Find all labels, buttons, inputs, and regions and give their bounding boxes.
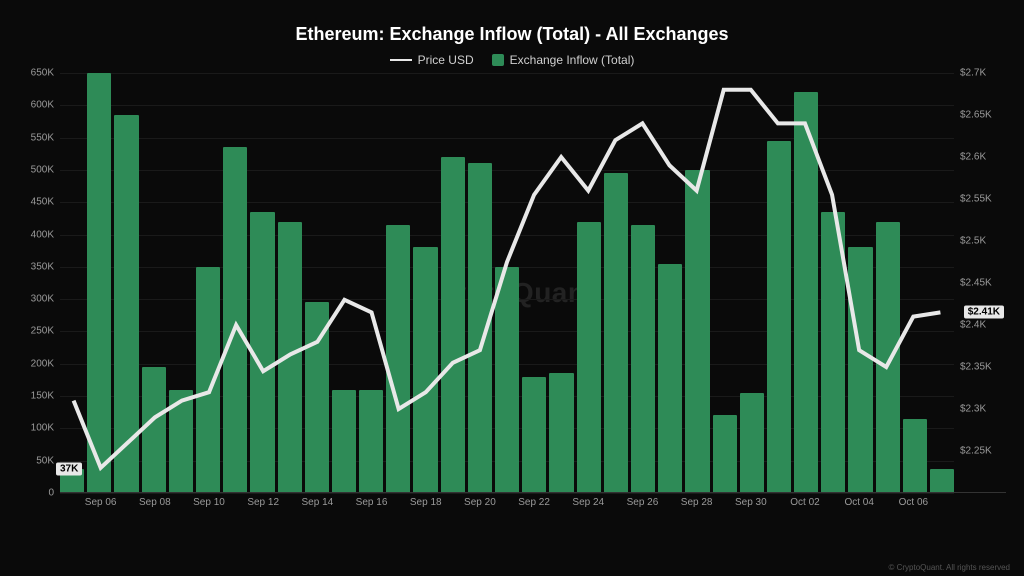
y-right-tick: $2.25K xyxy=(960,446,992,457)
bar xyxy=(223,147,247,493)
bar xyxy=(250,212,274,493)
bar xyxy=(876,222,900,493)
bar xyxy=(495,267,519,493)
bar xyxy=(713,415,737,493)
x-axis-label: Oct 02 xyxy=(790,497,819,508)
bar xyxy=(441,157,465,493)
y-right-tick: $2.3K xyxy=(960,404,986,415)
chart-legend: Price USD Exchange Inflow (Total) xyxy=(18,53,1006,67)
x-axis-label: Sep 30 xyxy=(735,497,767,508)
bar xyxy=(114,115,138,493)
x-axis-label: Sep 22 xyxy=(518,497,550,508)
bar xyxy=(305,302,329,493)
x-axis-label: Sep 10 xyxy=(193,497,225,508)
x-axis-label: Sep 26 xyxy=(627,497,659,508)
bar xyxy=(468,163,492,493)
bar xyxy=(278,222,302,493)
bar xyxy=(359,390,383,493)
chart-container: Ethereum: Exchange Inflow (Total) - All … xyxy=(0,0,1024,576)
y-right-tick: $2.55K xyxy=(960,194,992,205)
y-right-tick: $2.35K xyxy=(960,362,992,373)
legend-line-icon xyxy=(390,59,412,61)
bar xyxy=(604,173,628,493)
legend-label: Price USD xyxy=(418,53,474,67)
bar xyxy=(549,373,573,493)
bar xyxy=(631,225,655,493)
x-axis-label: Sep 28 xyxy=(681,497,713,508)
y-right-tick: $2.7K xyxy=(960,68,986,79)
bar xyxy=(767,141,791,493)
bar xyxy=(740,393,764,493)
y-right-tick: $2.5K xyxy=(960,236,986,247)
x-axis-label: Sep 16 xyxy=(356,497,388,508)
y-left-tick: 100K xyxy=(31,423,54,434)
bar xyxy=(930,469,954,493)
x-axis: Sep 06 Sep 08 Sep 10 Sep 12 Sep 14 Sep 16 Sep … xyxy=(60,493,954,513)
y-left-tick: 250K xyxy=(31,326,54,337)
x-axis-label: Sep 12 xyxy=(247,497,279,508)
y-axis-right: $2.25K $2.3K $2.35K $2.4K $2.45K $2.5K $2.55K $… xyxy=(956,73,1006,493)
y-left-tick: 150K xyxy=(31,391,54,402)
bar xyxy=(848,247,872,493)
footer-copyright: © CryptoQuant. All rights reserved xyxy=(889,563,1011,572)
bar xyxy=(821,212,845,493)
x-axis-label: Sep 06 xyxy=(85,497,117,508)
bar xyxy=(196,267,220,493)
bar xyxy=(332,390,356,493)
bar xyxy=(87,73,111,493)
legend-item-price: Price USD xyxy=(390,53,474,67)
price-end-label: $2.41K xyxy=(964,306,1004,319)
bar xyxy=(685,170,709,493)
y-left-tick: 300K xyxy=(31,294,54,305)
x-axis-label: Sep 18 xyxy=(410,497,442,508)
bar xyxy=(903,419,927,493)
x-axis-label: Sep 08 xyxy=(139,497,171,508)
bar xyxy=(142,367,166,493)
legend-item-inflow: Exchange Inflow (Total) xyxy=(492,53,635,67)
x-axis-label: Sep 24 xyxy=(572,497,604,508)
y-left-tick: 450K xyxy=(31,197,54,208)
y-axis-left: 050K100K150K200K250K300K350K400K450K500K… xyxy=(18,73,58,493)
x-axis-label: Sep 14 xyxy=(302,497,334,508)
y-left-tick: 50K xyxy=(36,455,54,466)
y-right-tick: $2.4K xyxy=(960,320,986,331)
bar xyxy=(577,222,601,493)
bar xyxy=(169,390,193,493)
y-right-tick: $2.45K xyxy=(960,278,992,289)
y-left-tick: 350K xyxy=(31,261,54,272)
y-left-tick: 500K xyxy=(31,164,54,175)
bar xyxy=(522,377,546,493)
x-axis-label: Sep 20 xyxy=(464,497,496,508)
legend-box-icon xyxy=(492,54,504,66)
y-left-tick: 400K xyxy=(31,229,54,240)
x-axis-label: Oct 06 xyxy=(899,497,928,508)
bar xyxy=(413,247,437,493)
y-left-tick: 600K xyxy=(31,100,54,111)
legend-label: Exchange Inflow (Total) xyxy=(510,53,635,67)
plot-area: CryptoQuant 050K100K150K200K250K300K350K… xyxy=(60,73,954,513)
y-right-tick: $2.65K xyxy=(960,110,992,121)
y-right-tick: $2.6K xyxy=(960,152,986,163)
chart-title: Ethereum: Exchange Inflow (Total) - All … xyxy=(18,24,1006,45)
y-left-tick: 200K xyxy=(31,358,54,369)
x-axis-label: Oct 04 xyxy=(844,497,873,508)
bar xyxy=(386,225,410,493)
y-left-tick: 650K xyxy=(31,68,54,79)
y-left-tick: 0 xyxy=(48,488,54,499)
first-bar-value-label: 37K xyxy=(56,463,82,476)
bar xyxy=(658,264,682,493)
bar-series xyxy=(60,73,954,493)
bar xyxy=(794,92,818,493)
y-left-tick: 550K xyxy=(31,132,54,143)
